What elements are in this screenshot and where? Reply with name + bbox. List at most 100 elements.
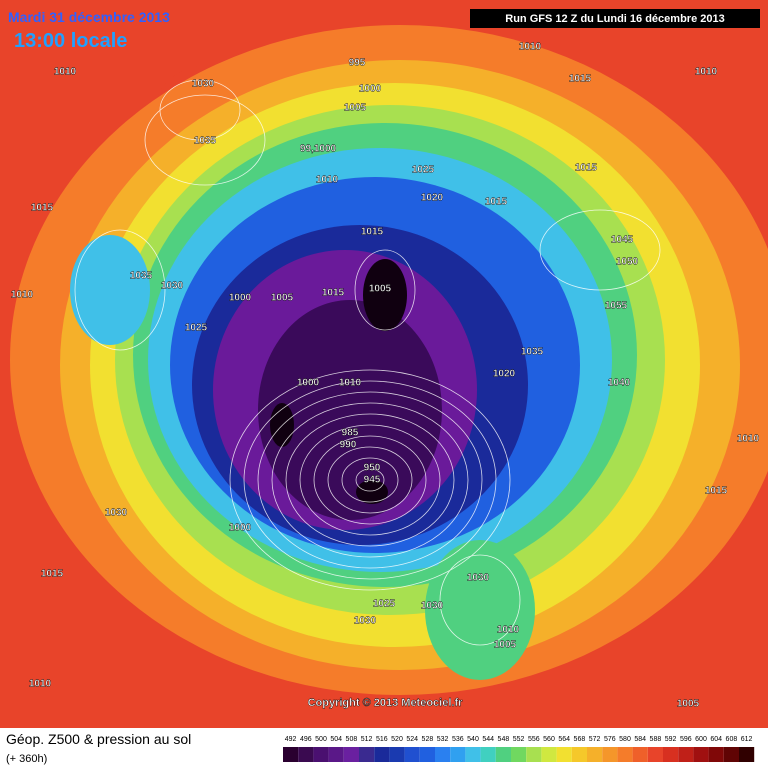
isobar-label: 1035 [194,136,217,147]
legend-swatch [435,747,451,762]
isobar-label: 1010 [11,290,34,301]
legend-swatch [495,747,511,762]
legend-swatch [374,747,390,762]
isobar-label: 990 [340,440,357,451]
legend-label: 496 [300,736,312,743]
isobar-label: 1015 [41,569,64,580]
legend-label: 564 [558,736,570,743]
legend-label: 580 [619,736,631,743]
legend-label: 572 [589,736,601,743]
legend-swatch [511,747,527,762]
legend-label: 508 [346,736,358,743]
isobar [74,229,166,351]
legend-swatch [404,747,420,762]
isobar-label: 1010 [29,679,52,690]
isobar-label: 1000 [229,523,252,534]
legend-label: 600 [695,736,707,743]
isobar-label: 1000 [297,378,320,389]
legend-swatch [556,747,572,762]
legend-swatch [328,747,344,762]
legend-label: 592 [665,736,677,743]
legend-swatch [465,747,481,762]
isobar [341,457,399,503]
legend-label: 552 [513,736,525,743]
legend-label: 520 [391,736,403,743]
green-tongue [425,540,535,680]
isobar [327,446,413,514]
isobar [257,391,483,569]
legend-swatch [298,747,314,762]
legend-swatch [632,747,648,762]
legend-label: 604 [710,736,722,743]
footer-title: Géop. Z500 & pression au sol [6,731,191,747]
isobar [229,369,511,591]
isobar-label: 1000 [359,84,382,95]
isobar-label: 1010 [54,67,77,78]
legend-swatch [708,747,724,762]
isobar [439,554,521,646]
isobar-label: 1025 [185,323,208,334]
legend-swatch [389,747,405,762]
isobar-label: 1015 [575,163,598,174]
isobar-label: 1000 [229,293,252,304]
legend-swatch [359,747,375,762]
isobar-label: 1020 [493,369,516,380]
isobar [299,424,441,536]
isobar-label: 1015 [705,486,728,497]
isobar-label: 99,1000 [300,144,337,155]
legend-swatch [617,747,633,762]
legend-label: 528 [422,736,434,743]
run-box [470,9,760,28]
legend-swatch [693,747,709,762]
isobar-label: 1005 [369,284,392,295]
footer-subtitle: (+ 360h) [6,753,47,765]
isobar-label: 1010 [339,378,362,389]
isobar-label: 1005 [677,699,700,710]
legend-swatch [419,747,435,762]
isobar-labels: 1010 1030 1035 995 1000 1005 1010 1015 1010 99,10… [11,41,760,710]
cyan-patch [70,235,150,345]
legend-label: 540 [467,736,479,743]
legend-label: 516 [376,736,388,743]
isobar-label: 1025 [373,599,396,610]
legend-swatch [663,747,679,762]
isobar-label: 1015 [569,74,592,85]
isobar-label: 1010 [497,625,520,636]
legend-swatch [647,747,663,762]
isobar-label: 945 [364,475,381,486]
isobar-label: 1045 [611,235,634,246]
legend-label: 536 [452,736,464,743]
isobar [539,209,661,291]
legend-swatch [541,747,557,762]
isobar [355,468,385,492]
isobar-label: 1035 [521,347,544,358]
isobar-label: 1015 [322,288,345,299]
legend-swatch [283,747,299,762]
isobar-label: 1050 [616,257,639,268]
isobar-label: 1030 [421,601,444,612]
isobar-label: 1005 [344,103,367,114]
isobar-label: 1030 [467,573,490,584]
legend-label: 576 [604,736,616,743]
geopotential-field [10,25,768,695]
legend-label: 556 [528,736,540,743]
legend-swatch [343,747,359,762]
legend-label: 524 [406,736,418,743]
run-info: Run GFS 12 Z du Lundi 16 décembre 2013 [505,13,724,25]
isobar [285,413,455,547]
legend-swatch [571,747,587,762]
isobar-label: 1015 [485,197,508,208]
isobar-label: 1010 [695,67,718,78]
isobar [313,435,427,525]
legend-label: 544 [482,736,494,743]
legend-label: 512 [361,736,373,743]
legend-swatch [602,747,618,762]
isobar [354,249,416,331]
legend-label: 588 [650,736,662,743]
legend-label: 596 [680,736,692,743]
legend-label: 500 [315,736,327,743]
legend-label: 560 [543,736,555,743]
isobar-label: 995 [349,58,366,69]
